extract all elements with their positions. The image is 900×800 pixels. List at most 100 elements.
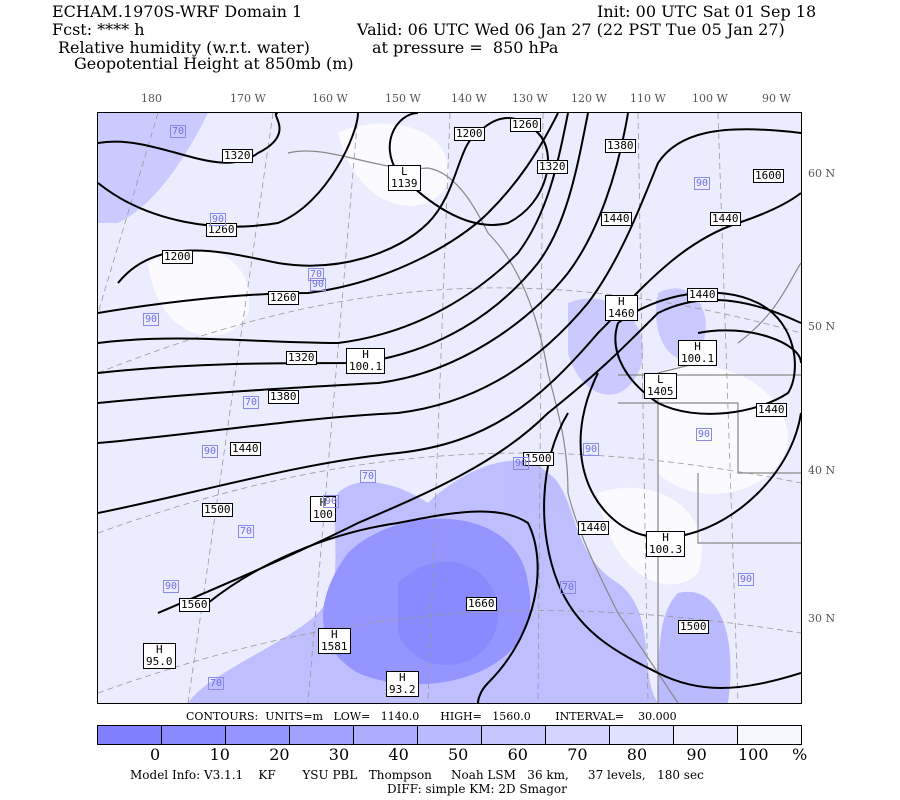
- graticule: [97, 112, 802, 704]
- colorbar-tick-label: 0: [150, 745, 161, 764]
- contour-label: 1440: [756, 403, 787, 417]
- humidity-label: 90: [696, 428, 713, 441]
- longitude-label: 120 W: [571, 92, 607, 105]
- colorbar-tick-label: 60: [507, 745, 528, 764]
- contour-label: 1320: [286, 351, 317, 365]
- humidity-label: 70: [360, 470, 377, 483]
- contour-label: 1440: [601, 212, 632, 226]
- high-marker: H 100.3: [646, 531, 686, 557]
- humidity-label: 90: [163, 580, 180, 593]
- contour-label: 1500: [202, 503, 233, 517]
- pressure-center-type: H: [330, 628, 338, 641]
- pressure-center-type: H: [319, 496, 327, 509]
- field-name: Relative humidity (w.r.t. water): [58, 38, 310, 57]
- colorbar-swatch: [610, 726, 674, 744]
- pressure-center-type: H: [617, 295, 625, 308]
- model-info: Model Info: V3.1.1 KF YSU PBL Thompson N…: [130, 768, 704, 782]
- map-title: ECHAM.1970S-WRF Domain 1: [52, 2, 303, 21]
- latitude-label: 50 N: [808, 320, 836, 333]
- high-marker: H 100.1: [678, 340, 718, 366]
- diffusion-info: DIFF: simple KM: 2D Smagor: [387, 782, 567, 796]
- pressure-center-type: L: [400, 165, 408, 178]
- contour-label: 1200: [454, 127, 485, 141]
- pressure-center-type: H: [398, 671, 406, 684]
- longitude-label: 180: [141, 92, 162, 105]
- pressure-center-value: 100: [313, 508, 333, 521]
- humidity-label: 90: [738, 573, 755, 586]
- colorbar-swatch: [738, 726, 801, 744]
- humidity-label: 70: [560, 581, 577, 594]
- humidity-label: 90: [513, 457, 530, 470]
- contour-label: 1440: [578, 521, 609, 535]
- high-marker: H 1581: [318, 628, 351, 654]
- colorbar-swatch: [290, 726, 354, 744]
- colorbar-swatch: [674, 726, 738, 744]
- low-marker: L 1405: [644, 373, 677, 399]
- contour-label: 1260: [268, 291, 299, 305]
- colorbar-unit: %: [792, 745, 808, 764]
- high-marker: H 100.1: [346, 348, 386, 374]
- high-marker: H 100: [310, 496, 336, 522]
- longitude-label: 90 W: [762, 92, 791, 105]
- longitude-label: 140 W: [451, 92, 487, 105]
- colorbar-tick-label: 40: [388, 745, 409, 764]
- pressure-center-value: 1139: [391, 177, 418, 190]
- pressure-center-type: H: [362, 348, 369, 361]
- high-marker: H 95.0: [143, 643, 176, 669]
- contour-label: 1440: [710, 212, 741, 226]
- colorbar-tick-label: 70: [567, 745, 588, 764]
- longitude-label: 160 W: [312, 92, 348, 105]
- contour-label: 1380: [605, 139, 636, 153]
- colorbar: [97, 725, 802, 745]
- pressure-center-value: 1460: [608, 307, 635, 320]
- humidity-label: 90: [323, 495, 340, 508]
- high-marker: H 93.2: [386, 671, 419, 697]
- colorbar-tick-label: 80: [626, 745, 648, 764]
- contour-label: 1440: [687, 288, 718, 302]
- contour-label: 1320: [222, 149, 253, 163]
- pressure-center-type: H: [155, 643, 163, 656]
- pressure-center-type: H: [662, 531, 669, 544]
- contour-label: 1260: [510, 118, 541, 132]
- longitude-label: 150 W: [385, 92, 421, 105]
- high-marker: H 1460: [605, 295, 638, 321]
- pressure-center-value: 100.1: [681, 352, 715, 365]
- latitude-label: 30 N: [808, 612, 836, 625]
- pressure-center-value: 100.1: [349, 360, 383, 373]
- pressure-level: at pressure = 850 hPa: [372, 38, 559, 57]
- humidity-label: 70: [243, 396, 260, 409]
- colorbar-swatch: [354, 726, 418, 744]
- contour-label: 1560: [179, 598, 210, 612]
- humidity-label: 70: [308, 268, 325, 281]
- init-time: Init: 00 UTC Sat 01 Sep 18: [597, 2, 817, 21]
- latitude-label: 60 N: [808, 167, 836, 180]
- contour-label: 1660: [466, 597, 497, 611]
- colorbar-swatch: [162, 726, 226, 744]
- humidity-label: 70: [208, 677, 225, 690]
- humidity-label: 90: [694, 177, 711, 190]
- colorbar-tick-label: 30: [328, 745, 350, 764]
- contour-field-name: Geopotential Height at 850mb (m): [74, 54, 354, 73]
- colorbar-swatch: [482, 726, 546, 744]
- colorbar-swatch: [418, 726, 482, 744]
- contour-label: 1440: [230, 442, 261, 456]
- humidity-label: 90: [583, 443, 600, 456]
- pressure-center-value: 100.3: [649, 543, 683, 556]
- humidity-label: 90: [210, 213, 227, 226]
- colorbar-tick-label: 90: [686, 745, 707, 764]
- contour-label: 1600: [753, 169, 784, 183]
- pressure-center-type: L: [656, 373, 664, 386]
- colorbar-tick-label: 10: [209, 745, 230, 764]
- valid-time: Valid: 06 UTC Wed 06 Jan 27 (22 PST Tue …: [357, 20, 785, 39]
- contour-label: 1500: [678, 620, 709, 634]
- low-marker: L 1139: [388, 165, 421, 191]
- humidity-label: 90: [143, 313, 160, 326]
- contour-label: 1320: [537, 160, 568, 174]
- humidity-label: 70: [238, 525, 255, 538]
- contour-info: CONTOURS: UNITS=m LOW= 1140.0 HIGH= 1560…: [186, 710, 677, 723]
- map-graphic: [97, 112, 802, 704]
- pressure-center-value: 1405: [647, 385, 674, 398]
- contour-label: 1260: [206, 223, 237, 237]
- map-panel: 1320 1260 1200 1260 1320 1380 1440 1500 1560 1660…: [97, 112, 802, 704]
- colorbar-tick-label: 50: [448, 745, 469, 764]
